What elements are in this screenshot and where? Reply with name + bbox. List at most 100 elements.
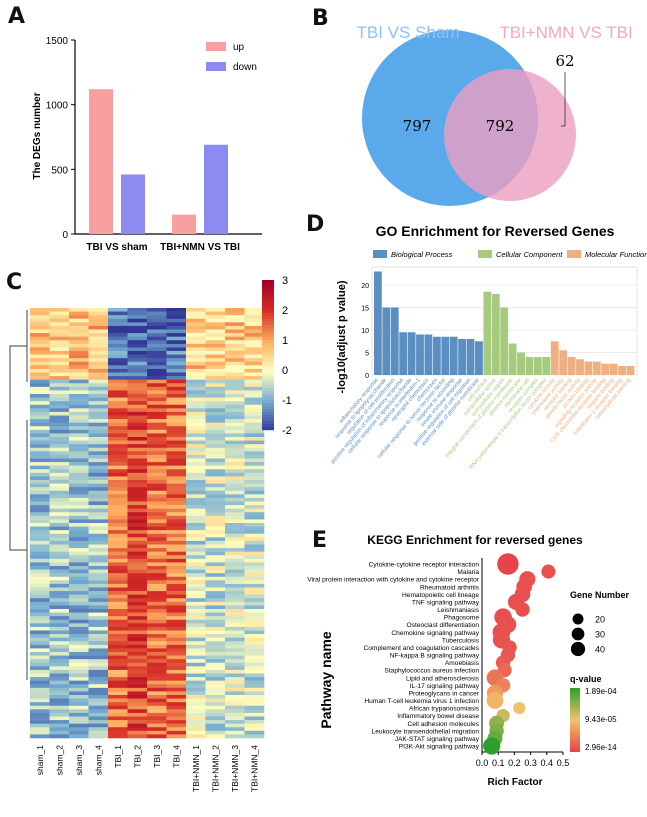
venn-left-count: 797: [403, 117, 432, 135]
heatmap-cell: [88, 583, 109, 588]
heatmap-cell: [49, 415, 70, 420]
heatmap-cell: [108, 415, 128, 420]
heatmap-cell: [166, 329, 187, 334]
heatmap-cell: [205, 601, 226, 606]
heatmap-cell: [69, 605, 89, 610]
heatmap-cell: [88, 368, 109, 373]
d-bar: [407, 332, 416, 375]
heatmap-cell: [225, 343, 245, 348]
heatmap-cell: [244, 333, 265, 337]
heatmap-cell: [127, 376, 148, 380]
heatmap-cell: [205, 566, 226, 570]
heatmap-cell: [186, 720, 206, 724]
heatmap-cell: [49, 655, 70, 660]
heatmap-cell: [147, 709, 167, 714]
heatmap-cell: [147, 558, 167, 563]
heatmap-cell: [127, 526, 148, 531]
heatmap-cell: [244, 648, 265, 653]
heatmap-cell: [205, 666, 226, 671]
heatmap-cell: [166, 404, 187, 409]
heatmap-cell: [88, 333, 109, 337]
colorbar-segment: [262, 406, 274, 410]
heatmap-cell: [205, 397, 226, 402]
heatmap-cell: [244, 720, 265, 724]
heatmap-cell: [69, 447, 89, 452]
heatmap-cell: [108, 390, 128, 395]
heatmap-cell: [244, 712, 265, 717]
heatmap-cell: [30, 383, 50, 388]
heatmap-cell: [88, 465, 109, 470]
heatmap-cell: [69, 318, 89, 323]
heatmap-cell: [49, 465, 70, 470]
heatmap-cell: [244, 609, 265, 613]
heatmap-cell: [127, 652, 148, 656]
heatmap-cell: [30, 401, 50, 406]
heatmap-cell: [127, 548, 148, 552]
heatmap-cell: [205, 526, 226, 531]
heatmap-cell: [127, 587, 148, 592]
heatmap-cell: [186, 512, 206, 517]
heatmap-cell: [30, 437, 50, 441]
heatmap-cell: [205, 530, 226, 535]
heatmap-cell: [205, 390, 226, 395]
heatmap-cell: [186, 655, 206, 660]
heatmap-cell: [127, 308, 148, 312]
heatmap-cell: [127, 444, 148, 449]
heatmap-cell: [88, 472, 109, 477]
heatmap-cell: [30, 695, 50, 699]
heatmap-cell: [205, 394, 226, 398]
d-bar: [626, 366, 635, 375]
heatmap-cell: [127, 415, 148, 420]
heatmap-cell: [186, 530, 206, 535]
heatmap-cell: [108, 598, 128, 603]
heatmap-cell: [108, 483, 128, 488]
heatmap-cell: [244, 315, 265, 320]
heatmap-cell: [147, 347, 167, 352]
heatmap-cell: [30, 358, 50, 363]
heatmap-cell: [49, 354, 70, 359]
heatmap-cell: [166, 343, 187, 348]
heatmap-column-label: sham_3: [74, 745, 84, 776]
heatmap-cell: [30, 318, 50, 323]
heatmap-cell: [225, 623, 245, 628]
heatmap-cell: [205, 695, 226, 699]
heatmap-cell: [225, 548, 245, 552]
heatmap-cell: [166, 734, 187, 739]
heatmap-cell: [166, 351, 187, 355]
heatmap-cell: [108, 465, 128, 470]
d-bar: [542, 357, 551, 375]
heatmap-cell: [225, 591, 245, 595]
colorbar-tick-label: 0: [282, 365, 288, 377]
heatmap-cell: [244, 591, 265, 595]
heatmap-cell: [49, 336, 70, 341]
heatmap-cell: [186, 533, 206, 538]
heatmap-cell: [88, 727, 109, 732]
heatmap-cell: [225, 605, 245, 610]
heatmap-cell: [166, 422, 187, 427]
heatmap-cell: [30, 505, 50, 509]
heatmap-cell: [186, 469, 206, 474]
heatmap-cell: [127, 573, 148, 578]
heatmap-cell: [30, 419, 50, 423]
heatmap-cell: [166, 465, 187, 470]
heatmap-cell: [244, 372, 265, 377]
heatmap-cell: [147, 308, 167, 312]
heatmap-cell: [49, 659, 70, 664]
heatmap-cell: [244, 587, 265, 592]
heatmap-cell: [69, 512, 89, 517]
heatmap-cell: [69, 558, 89, 563]
heatmap-cell: [88, 415, 109, 420]
heatmap-cell: [127, 462, 148, 466]
heatmap-cell: [49, 311, 70, 316]
colorbar-segment: [262, 379, 274, 383]
heatmap-cell: [49, 501, 70, 506]
heatmap-cell: [127, 730, 148, 735]
heatmap-cell: [108, 354, 128, 359]
heatmap-cell: [108, 623, 128, 628]
heatmap-cell: [225, 429, 245, 434]
heatmap-cell: [186, 684, 206, 689]
e-pathway-label: Rheumatoid arthritis: [420, 584, 480, 591]
heatmap-cell: [30, 555, 50, 560]
heatmap-cell: [88, 458, 109, 463]
colorbar-segment: [262, 280, 274, 284]
